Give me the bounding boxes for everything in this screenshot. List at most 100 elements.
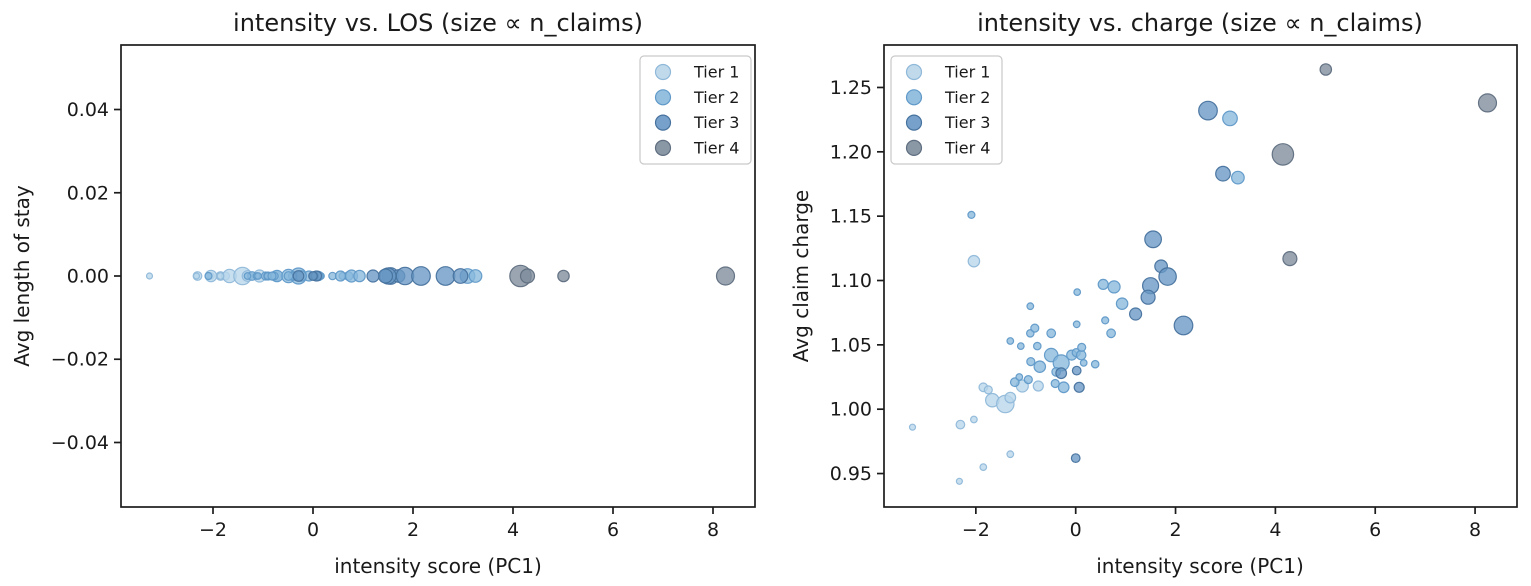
x-tick-label: −2 (962, 519, 990, 541)
y-axis-label: Avg length of stay (10, 185, 34, 367)
scatter-point (557, 269, 570, 283)
x-tick-label: 4 (507, 519, 519, 541)
scatter-point (1215, 165, 1231, 182)
scatter-point (967, 210, 976, 219)
scatter-point (1077, 342, 1087, 352)
scatter-point (1319, 63, 1333, 76)
scatter-point (1222, 110, 1238, 127)
scatter-point (967, 254, 981, 268)
scatter-point (519, 268, 536, 284)
legend-box (639, 55, 752, 165)
scatter-point (908, 423, 917, 431)
x-tick-label: 6 (607, 519, 619, 541)
legend-item: Tier 3 (654, 113, 739, 132)
scatter-point (216, 272, 225, 280)
plot-frame (883, 44, 1518, 508)
scatter-point (1006, 337, 1015, 345)
legend-label: Tier 3 (944, 113, 990, 132)
scatter-point (1030, 323, 1040, 333)
scatter-point (308, 271, 318, 281)
scatter-point (1144, 230, 1162, 249)
y-tick-label: 1.00 (830, 399, 872, 421)
scatter-point (204, 271, 213, 281)
scatter-point (1070, 453, 1081, 464)
scatter-point (1477, 93, 1498, 113)
scatter-point (1046, 328, 1057, 339)
scatter-point (1079, 359, 1088, 367)
scatter-point (1015, 373, 1024, 381)
scatter-point (1023, 375, 1033, 385)
legend-label: Tier 2 (693, 88, 739, 107)
x-tick-label: 2 (1169, 519, 1181, 541)
legend-label: Tier 2 (944, 88, 990, 107)
scatter-point (1033, 341, 1042, 351)
y-axis-label: Avg claim charge (789, 190, 813, 362)
scatter-point (366, 269, 380, 283)
y-tick-label: 1.25 (830, 77, 872, 99)
scatter-points (908, 63, 1498, 485)
scatter-point (411, 266, 431, 286)
x-tick-label: 0 (307, 519, 319, 541)
legend: Tier 1 Tier 2 Tier 3 Tier 4 (639, 55, 752, 165)
legend-marker-tier-4 (905, 139, 923, 156)
axes: −2 0 2 4 6 8 0.04 0.02 0.00 −0.02 −0.04 (51, 44, 756, 541)
legend-marker-tier-4 (654, 139, 672, 156)
scatter-point (1072, 320, 1081, 329)
chart-title: intensity vs. LOS (size ∝ n_claims) (233, 9, 643, 37)
legend-item: Tier 4 (905, 138, 990, 157)
legend-item: Tier 2 (654, 88, 739, 107)
legend-item: Tier 1 (654, 63, 739, 82)
scatter-point (1032, 380, 1044, 392)
scatter-point (145, 272, 154, 280)
scatter-point (1097, 278, 1109, 290)
y-tick-label: 0.00 (67, 266, 109, 288)
scatter-point (283, 271, 294, 281)
y-tick-label: 1.05 (830, 334, 872, 356)
scatter-point (468, 269, 483, 283)
y-tick-label: 1.15 (830, 206, 872, 228)
scatter-point (1140, 289, 1156, 305)
scatter-point (1026, 357, 1036, 367)
scatter-point (955, 419, 966, 430)
scatter-point (254, 272, 262, 280)
scatter-point (377, 268, 394, 284)
legend-label: Tier 1 (693, 63, 739, 82)
scatter-point (1101, 316, 1110, 325)
y-tick-label: 1.20 (830, 141, 872, 163)
scatter-point (1106, 328, 1116, 339)
x-tick-label: 6 (1369, 519, 1381, 541)
x-tick-label: 8 (707, 519, 719, 541)
legend: Tier 1 Tier 2 Tier 3 Tier 4 (890, 55, 1003, 165)
scatter-point (715, 266, 736, 286)
scatter-point (955, 477, 964, 485)
legend-item: Tier 4 (654, 138, 739, 157)
scatter-point (1107, 280, 1121, 294)
scatter-point (1050, 378, 1060, 389)
legend-item: Tier 1 (905, 63, 990, 82)
scatter-point (452, 268, 469, 284)
scatter-points (145, 264, 736, 288)
scatter-point (1230, 170, 1245, 185)
x-axis-label: intensity score (PC1) (334, 554, 542, 578)
scatter-point (334, 270, 347, 282)
legend-item: Tier 3 (905, 113, 990, 132)
scatter-point (1016, 342, 1025, 351)
scatter-point (267, 271, 277, 281)
legend-item: Tier 2 (905, 88, 990, 107)
scatter-point (1115, 297, 1129, 310)
legend-marker-tier-2 (905, 89, 923, 106)
scatter-point (1071, 365, 1082, 376)
scatter-point (979, 463, 988, 472)
scatter-point (243, 272, 252, 280)
charge-scatter-plot: −2 0 2 4 6 8 1.25 1.20 1.15 1.10 1.05 1.00 0.95 Tier … (789, 9, 1518, 578)
x-tick-label: 0 (1070, 519, 1082, 541)
scatter-point (1026, 302, 1035, 311)
legend-box (890, 55, 1003, 165)
x-tick-label: −2 (199, 519, 227, 541)
y-tick-label: −0.02 (51, 349, 109, 371)
scatter-point (292, 270, 305, 282)
scatter-point (1006, 450, 1015, 459)
